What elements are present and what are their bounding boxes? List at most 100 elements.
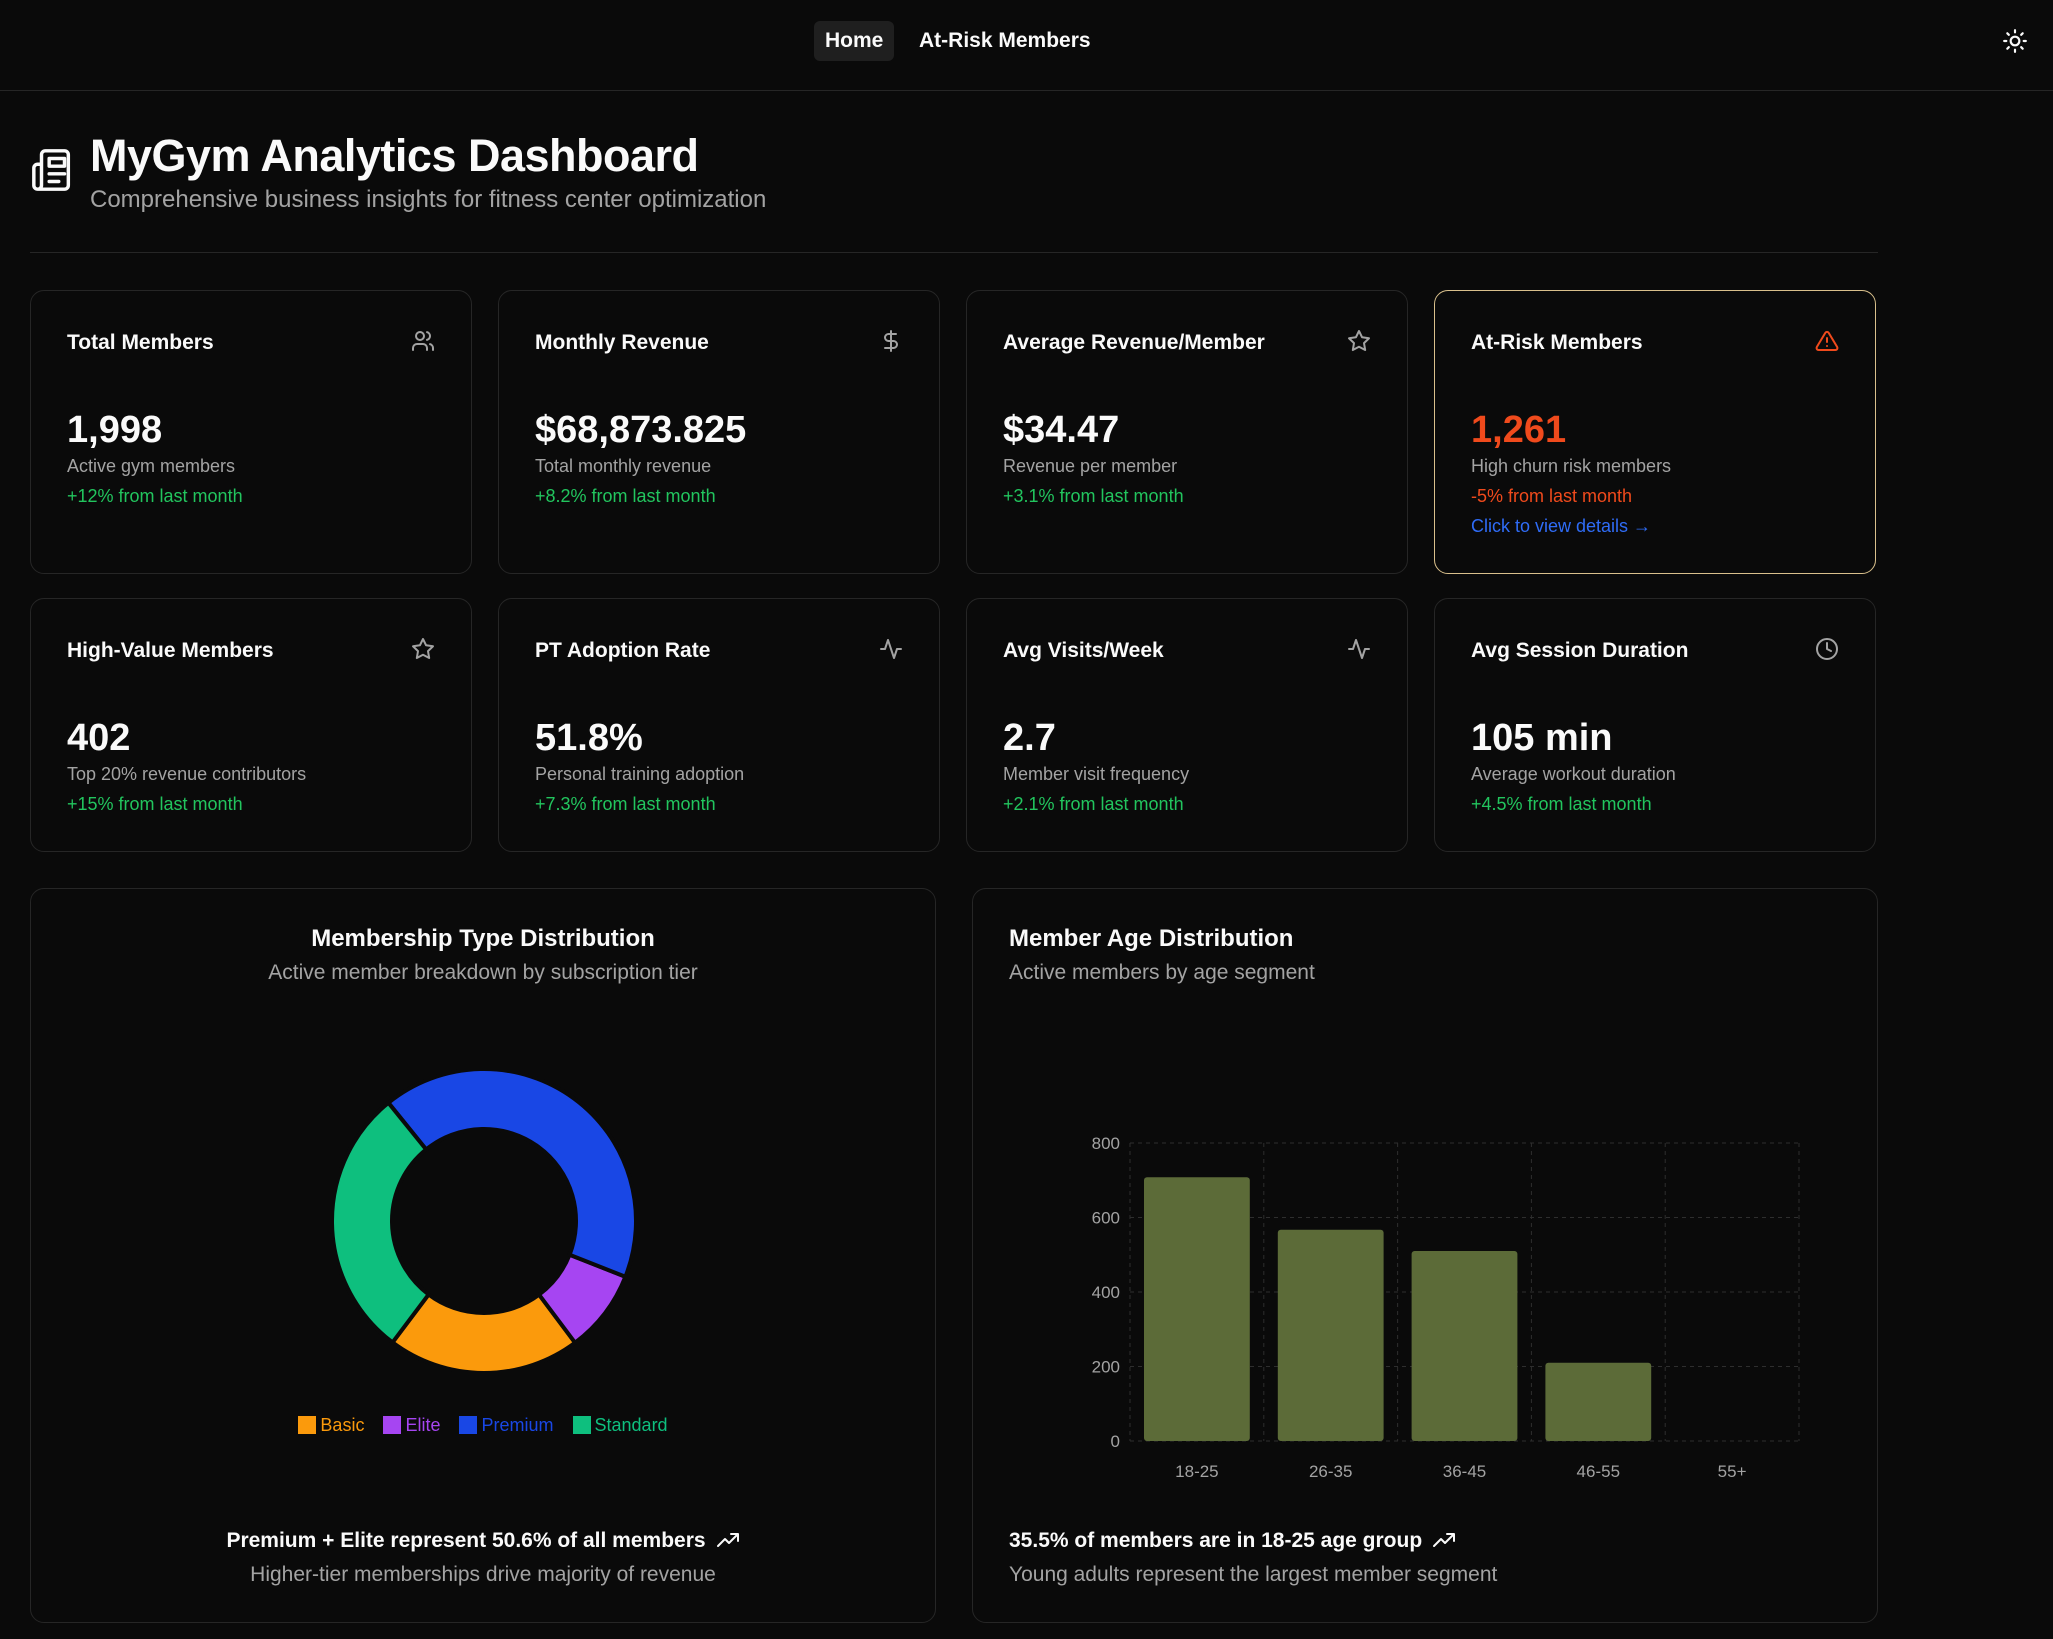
card-title: Avg Visits/Week [1003, 639, 1164, 662]
panel-footer-subtitle: Higher-tier memberships drive majority o… [250, 1563, 716, 1586]
bar-36-45[interactable] [1411, 1251, 1518, 1441]
footer-title-text: Premium + Elite represent 50.6% of all m… [226, 1529, 706, 1552]
legend-label: Elite [405, 1415, 441, 1435]
card-description: Total monthly revenue [535, 456, 712, 476]
panel-footer-title: 35.5% of members are in 18-25 age group [1009, 1529, 1456, 1553]
x-tick-label: 55+ [1718, 1462, 1747, 1481]
view-details-link[interactable]: Click to view details → [1471, 516, 1652, 536]
card-value: 1,998 [67, 409, 163, 451]
card-description: Active gym members [67, 456, 236, 476]
legend-item-premium[interactable]: Premium [459, 1415, 554, 1436]
card-title: PT Adoption Rate [535, 639, 711, 662]
document-icon [32, 149, 71, 191]
legend-label: Premium [481, 1415, 554, 1435]
panel-title: Member Age Distribution [1009, 925, 1294, 952]
trending-up-icon [716, 1533, 739, 1547]
panel-footer-title: Premium + Elite represent 50.6% of all m… [31, 1529, 935, 1553]
activity-icon [880, 639, 902, 659]
card-avg-visits-week: Avg Visits/Week 2.7 Member visit frequen… [966, 598, 1408, 852]
legend-item-elite[interactable]: Elite [383, 1415, 440, 1436]
card-total-members: Total Members 1,998 Active gym members +… [30, 290, 472, 574]
membership-distribution-panel: Membership Type Distribution Active memb… [30, 888, 936, 1623]
card-avg-session-duration: Avg Session Duration 105 min Average wor… [1434, 598, 1876, 852]
legend-item-standard[interactable]: Standard [572, 1415, 668, 1436]
card-title: Avg Session Duration [1471, 639, 1689, 662]
warning-icon [1815, 330, 1839, 351]
card-description: Member visit frequency [1003, 764, 1190, 784]
panel-footer-subtitle: Young adults represent the largest membe… [1009, 1563, 1498, 1586]
legend-label: Basic [320, 1415, 365, 1435]
nav-home-link[interactable]: Home [814, 21, 895, 61]
legend-swatch [572, 1416, 591, 1434]
card-change: +3.1% from last month [1003, 486, 1184, 506]
card-change: +8.2% from last month [535, 486, 716, 506]
bar-18-25[interactable] [1144, 1177, 1250, 1441]
card-avg-revenue-member: Average Revenue/Member $34.47 Revenue pe… [966, 290, 1408, 574]
panel-subtitle: Active members by age segment [1009, 961, 1315, 984]
trending-up-icon [1433, 1533, 1456, 1547]
star-icon [412, 638, 434, 660]
card-title: Total Members [67, 331, 214, 354]
legend-swatch [298, 1416, 317, 1434]
y-tick-label: 400 [1092, 1283, 1120, 1302]
card-change: +12% from last month [67, 486, 243, 506]
card-title: At-Risk Members [1471, 331, 1643, 354]
donut-slice-standard[interactable] [330, 1099, 432, 1346]
card-description: Personal training adoption [535, 764, 745, 784]
clock-icon [1816, 638, 1838, 660]
card-value: 1,261 [1471, 409, 1567, 451]
y-tick-label: 800 [1092, 1134, 1120, 1153]
card-description: High churn risk members [1471, 456, 1672, 476]
footer-title-text: 35.5% of members are in 18-25 age group [1009, 1529, 1423, 1552]
card-value: 105 min [1471, 717, 1613, 759]
age-bar-chart: 0 200 400 600 800 18-25 26-35 36-45 46-55 55+ [1092, 1134, 1800, 1481]
x-tick-label: 36-45 [1443, 1462, 1486, 1481]
y-tick-label: 0 [1111, 1432, 1120, 1451]
top-navigation: Home At-Risk Members [0, 0, 2053, 91]
bar-46-55[interactable] [1545, 1362, 1652, 1441]
card-high-value-members: High-Value Members 402 Top 20% revenue c… [30, 598, 472, 852]
card-value: $34.47 [1003, 409, 1120, 451]
card-change: +2.1% from last month [1003, 794, 1184, 814]
card-title: Monthly Revenue [535, 331, 709, 354]
card-change: -5% from last month [1471, 486, 1633, 506]
nav-at-risk-link[interactable]: At-Risk Members [919, 29, 1091, 52]
legend-swatch [383, 1416, 402, 1434]
legend-item-basic[interactable]: Basic [298, 1415, 364, 1436]
donut-slice-premium[interactable] [385, 1067, 638, 1280]
panel-title: Membership Type Distribution [311, 925, 655, 952]
card-description: Revenue per member [1003, 456, 1178, 476]
card-pt-adoption-rate: PT Adoption Rate 51.8% Personal training… [498, 598, 940, 852]
page-subtitle: Comprehensive business insights for fitn… [90, 186, 767, 213]
y-tick-label: 200 [1092, 1358, 1120, 1377]
activity-icon [1348, 639, 1370, 659]
x-tick-label: 18-25 [1175, 1462, 1218, 1481]
donut-slice-basic[interactable] [389, 1291, 578, 1375]
star-icon [1348, 330, 1370, 352]
page-title: MyGym Analytics Dashboard [90, 130, 699, 181]
bar-26-35[interactable] [1277, 1229, 1384, 1441]
header-divider [30, 252, 1878, 253]
dollar-icon [884, 330, 898, 352]
membership-donut-chart [330, 1067, 638, 1375]
card-description: Top 20% revenue contributors [67, 764, 307, 784]
card-title: High-Value Members [67, 639, 274, 662]
card-at-risk-members[interactable]: At-Risk Members 1,261 High churn risk me… [1434, 290, 1876, 574]
legend-swatch [459, 1416, 478, 1434]
sun-icon[interactable] [2002, 28, 2028, 54]
x-tick-label: 46-55 [1577, 1462, 1620, 1481]
x-tick-label: 26-35 [1309, 1462, 1352, 1481]
card-value: 402 [67, 717, 131, 759]
card-value: 51.8% [535, 717, 643, 759]
card-value: 2.7 [1003, 717, 1056, 759]
y-tick-label: 600 [1092, 1209, 1120, 1228]
card-title: Average Revenue/Member [1003, 331, 1265, 354]
card-value: $68,873.825 [535, 409, 747, 451]
age-distribution-panel: Member Age Distribution Active members b… [972, 888, 1878, 1623]
legend-label: Standard [594, 1415, 668, 1435]
users-icon [412, 331, 434, 351]
card-description: Average workout duration [1471, 764, 1676, 784]
card-change: +15% from last month [67, 794, 243, 814]
chart-legend: Basic Elite Premium Standard [31, 1415, 935, 1436]
card-monthly-revenue: Monthly Revenue $68,873.825 Total monthl… [498, 290, 940, 574]
